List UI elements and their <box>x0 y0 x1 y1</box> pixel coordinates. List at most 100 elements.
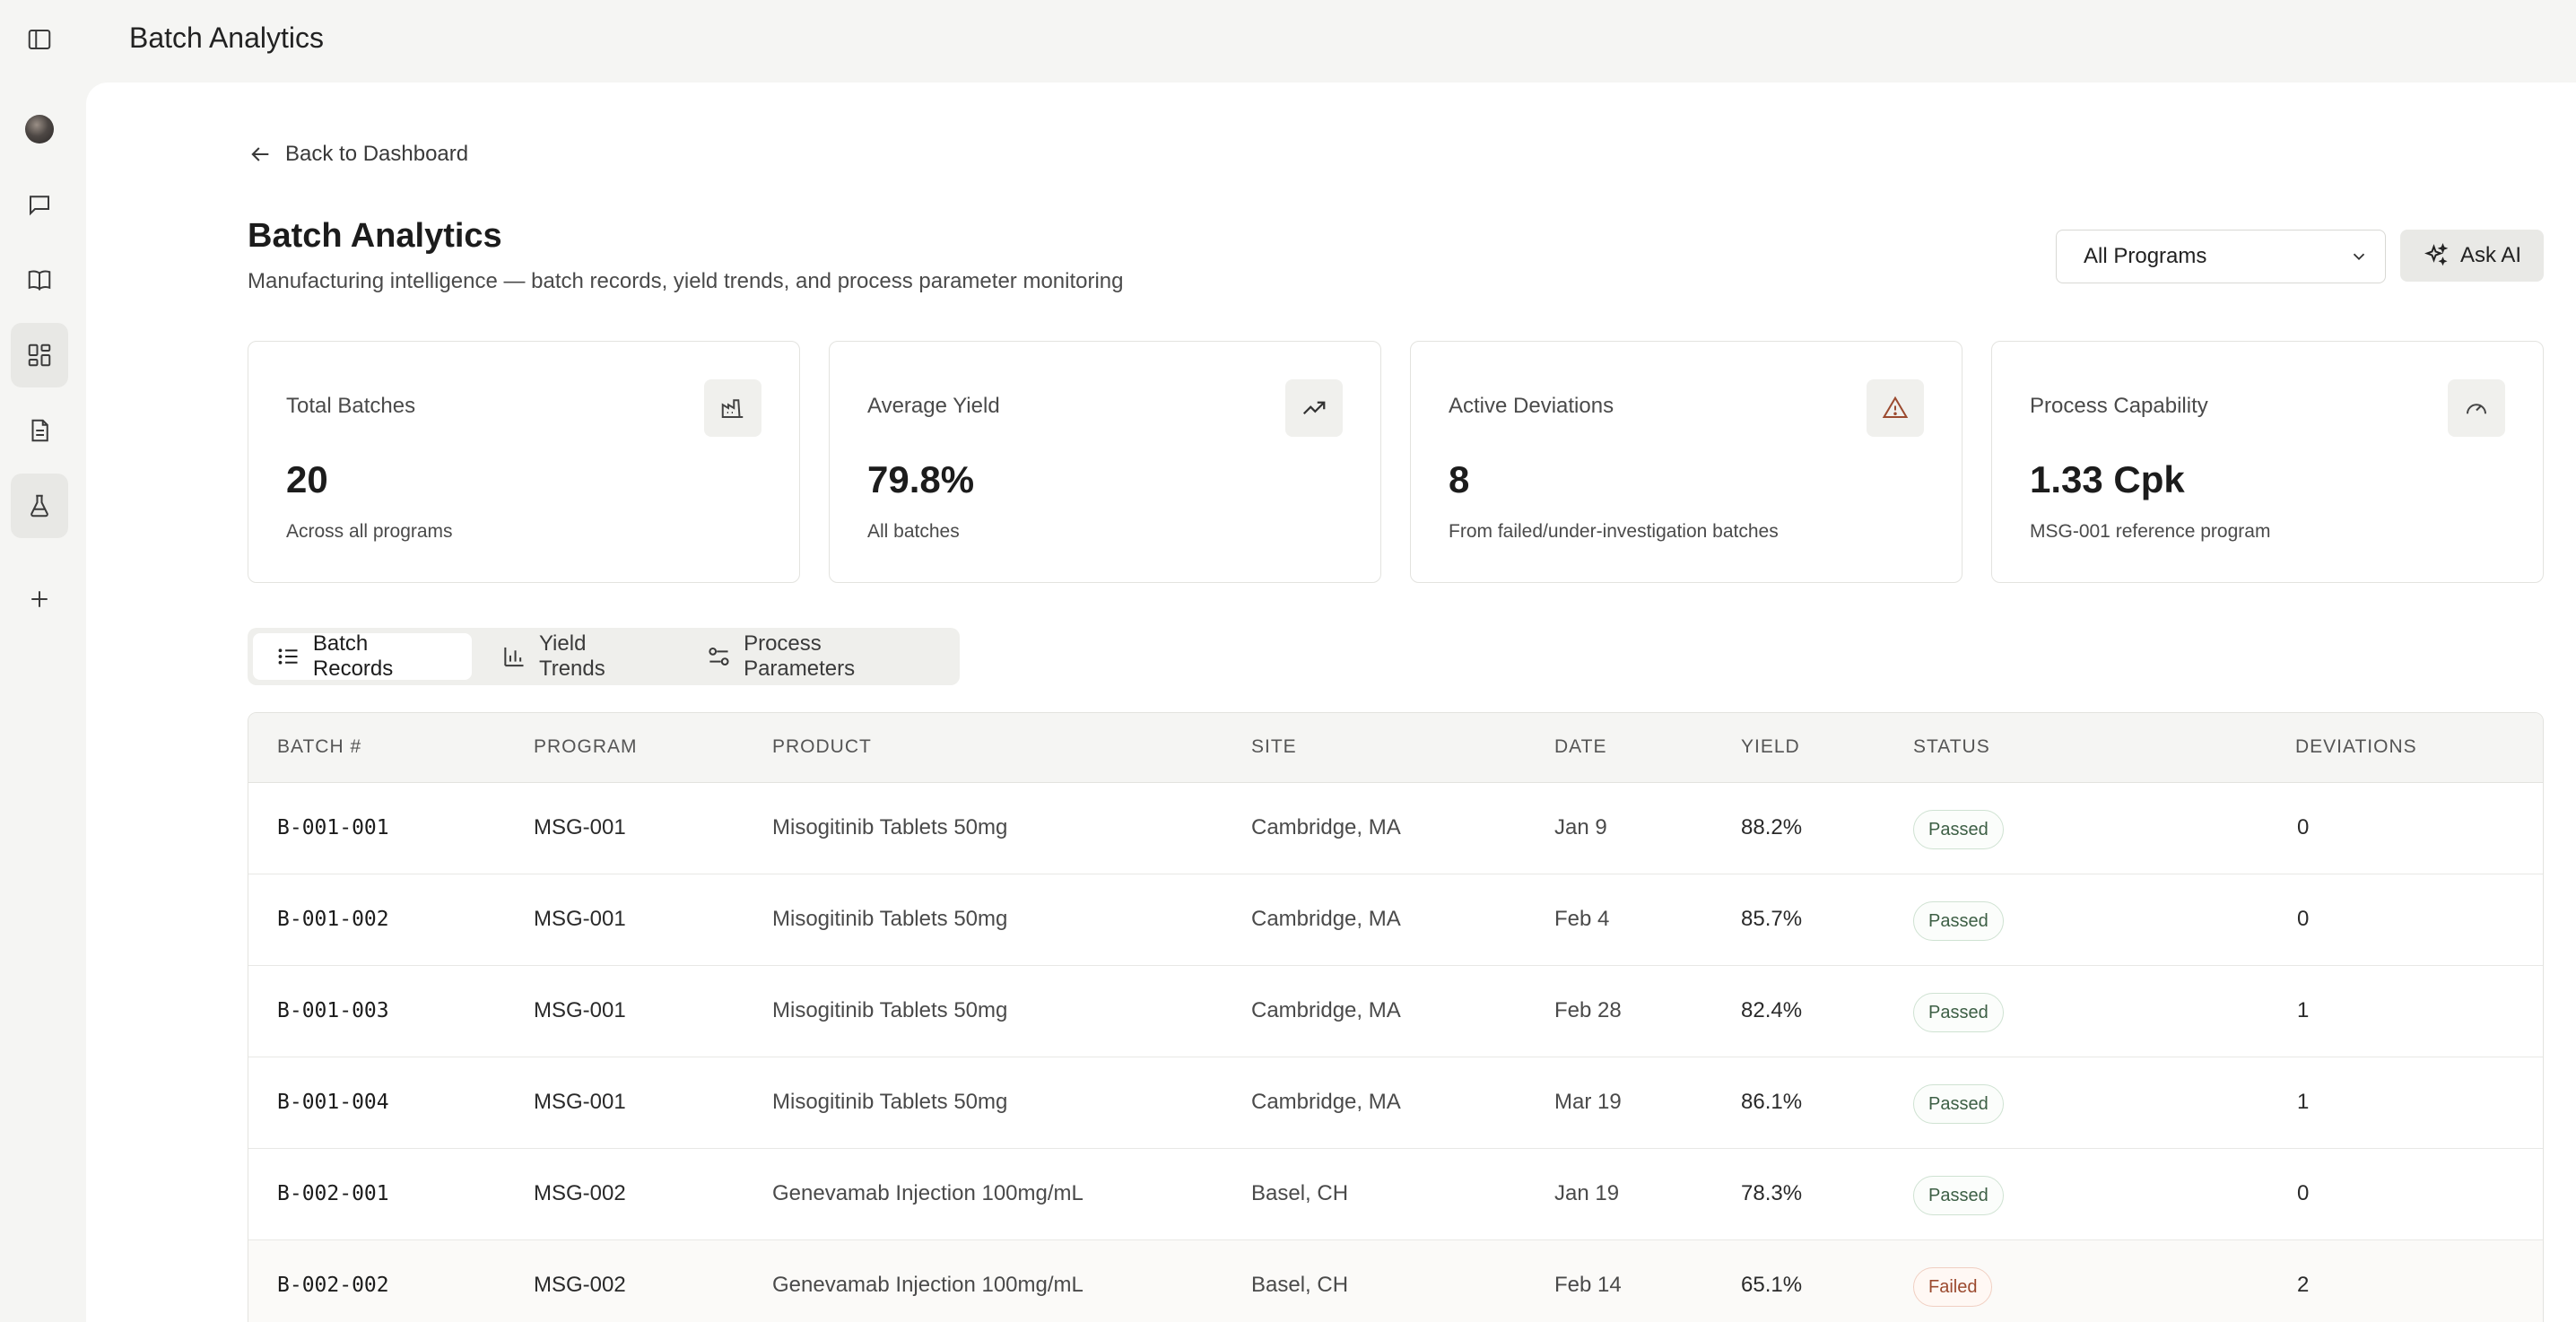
deviations-cell: 0 <box>2297 907 2310 931</box>
gauge-icon <box>2448 379 2505 437</box>
arrow-left-icon <box>251 147 269 161</box>
column-header-status[interactable]: STATUS <box>1913 736 1990 757</box>
yield-cell: 86.1% <box>1741 1090 1803 1114</box>
site-cell: Cambridge, MA <box>1251 907 1401 931</box>
status-badge: Failed <box>1913 1267 1993 1307</box>
stat-label: Process Capability <box>2030 394 2208 418</box>
stat-subtext: All batches <box>867 521 960 542</box>
stat-label: Total Batches <box>286 394 416 418</box>
page-subtitle: Manufacturing intelligence — batch recor… <box>248 269 1124 293</box>
product-cell: Misogitinib Tablets 50mg <box>772 815 1008 839</box>
table-row[interactable]: B-002-001 MSG-002 Genevamab Injection 10… <box>248 1149 2543 1240</box>
status-badge: Passed <box>1913 993 2004 1032</box>
factory-icon <box>704 379 761 437</box>
batch-id: B-001-001 <box>277 816 389 839</box>
stat-label: Active Deviations <box>1449 394 1614 418</box>
sidebar-item-dashboard[interactable] <box>11 323 68 387</box>
date-cell: Feb 14 <box>1554 1273 1622 1297</box>
date-cell: Jan 19 <box>1554 1181 1620 1205</box>
chat-icon <box>30 196 49 216</box>
tab-label: Yield Trends <box>538 631 605 681</box>
program-select[interactable]: All Programs <box>2056 230 2386 283</box>
stat-card-average-yield: Average Yield 79.8% All batches <box>829 341 1381 583</box>
site-cell: Basel, CH <box>1251 1273 1349 1297</box>
program-cell: MSG-001 <box>534 907 626 931</box>
program-cell: MSG-001 <box>534 998 626 1022</box>
batch-id: B-001-003 <box>277 999 389 1022</box>
ask-ai-button[interactable]: Ask AI <box>2400 230 2544 282</box>
deviations-cell: 2 <box>2297 1273 2310 1297</box>
table-row[interactable]: B-001-002 MSG-001 Misogitinib Tablets 50… <box>248 874 2543 966</box>
tab-yield-trends[interactable]: Yield Trends <box>479 631 676 681</box>
column-header-date[interactable]: DATE <box>1554 736 1607 757</box>
tab-label: Process Parameters <box>744 631 856 681</box>
column-header-product[interactable]: PRODUCT <box>772 736 872 757</box>
main-content: Back to Dashboard Batch Analytics Manufa… <box>86 83 2576 1322</box>
tab-batch-records[interactable]: Batch Records <box>253 631 473 681</box>
date-cell: Feb 4 <box>1554 907 1610 931</box>
column-header-deviations[interactable]: DEVIATIONS <box>2295 736 2417 757</box>
list-icon <box>278 648 298 665</box>
ask-ai-label: Ask AI <box>2459 243 2522 267</box>
avatar[interactable] <box>25 115 54 144</box>
table-row[interactable]: B-002-002 MSG-002 Genevamab Injection 10… <box>248 1240 2543 1322</box>
sidebar-item-library[interactable] <box>11 248 68 312</box>
batch-id: B-001-004 <box>277 1091 389 1114</box>
table-header: BATCH # PROGRAM PRODUCT SITE DATE YIELD … <box>248 713 2543 783</box>
view-tabs: Batch Records Yield Trends Process Param… <box>248 628 960 685</box>
site-cell: Cambridge, MA <box>1251 1090 1401 1114</box>
site-cell: Basel, CH <box>1251 1181 1349 1205</box>
date-cell: Feb 28 <box>1554 998 1622 1022</box>
table-row[interactable]: B-001-003 MSG-001 Misogitinib Tablets 50… <box>248 966 2543 1057</box>
product-cell: Genevamab Injection 100mg/mL <box>772 1181 1083 1205</box>
yield-cell: 82.4% <box>1741 998 1803 1022</box>
column-header-program[interactable]: PROGRAM <box>534 736 638 757</box>
chevron-down-icon <box>2353 253 2365 261</box>
stat-value: 8 <box>1449 458 1470 500</box>
sidebar-add-button[interactable] <box>11 567 68 631</box>
yield-cell: 88.2% <box>1741 815 1803 839</box>
sidebar-item-lab[interactable] <box>11 474 68 538</box>
program-cell: MSG-002 <box>534 1273 626 1297</box>
topbar: Batch Analytics <box>86 0 2576 83</box>
sparkle-icon <box>2424 242 2449 266</box>
program-cell: MSG-002 <box>534 1181 626 1205</box>
tab-label: Batch Records <box>312 631 394 681</box>
sidebar-toggle-button[interactable] <box>11 7 68 72</box>
stat-value: 20 <box>286 458 328 500</box>
stat-value: 1.33 Cpk <box>2030 458 2185 500</box>
tab-process-parameters[interactable]: Process Parameters <box>683 631 954 681</box>
yield-cell: 85.7% <box>1741 907 1803 931</box>
column-header-site[interactable]: SITE <box>1251 736 1297 757</box>
document-icon <box>31 419 48 442</box>
table-row[interactable]: B-001-001 MSG-001 Misogitinib Tablets 50… <box>248 783 2543 874</box>
stat-value: 79.8% <box>867 458 975 500</box>
stat-subtext: From failed/under-investigation batches <box>1449 521 1779 542</box>
sidebar-item-documents[interactable] <box>11 398 68 463</box>
product-cell: Misogitinib Tablets 50mg <box>772 998 1008 1022</box>
stat-subtext: Across all programs <box>286 521 453 542</box>
status-badge: Passed <box>1913 810 2004 849</box>
back-to-dashboard-link[interactable]: Back to Dashboard <box>248 142 468 167</box>
program-select-value: All Programs <box>2084 244 2207 268</box>
column-header-batch[interactable]: BATCH # <box>277 736 362 757</box>
sidebar-item-chat[interactable] <box>11 172 68 237</box>
site-cell: Cambridge, MA <box>1251 815 1401 839</box>
warning-icon <box>1867 379 1924 437</box>
date-cell: Mar 19 <box>1554 1090 1622 1114</box>
site-cell: Cambridge, MA <box>1251 998 1401 1022</box>
book-icon <box>28 270 51 291</box>
yield-cell: 78.3% <box>1741 1181 1803 1205</box>
column-header-yield[interactable]: YIELD <box>1741 736 1800 757</box>
status-badge: Passed <box>1913 1176 2004 1215</box>
flask-icon <box>30 494 48 517</box>
status-badge: Passed <box>1913 1084 2004 1124</box>
program-cell: MSG-001 <box>534 1090 626 1114</box>
dashboard-icon <box>28 344 51 367</box>
stat-card-process-capability: Process Capability 1.33 Cpk MSG-001 refe… <box>1991 341 2544 583</box>
sidebar-toggle-icon <box>28 30 51 49</box>
deviations-cell: 1 <box>2297 1090 2310 1114</box>
table-row[interactable]: B-001-004 MSG-001 Misogitinib Tablets 50… <box>248 1057 2543 1149</box>
deviations-cell: 0 <box>2297 1181 2310 1205</box>
product-cell: Genevamab Injection 100mg/mL <box>772 1273 1083 1297</box>
